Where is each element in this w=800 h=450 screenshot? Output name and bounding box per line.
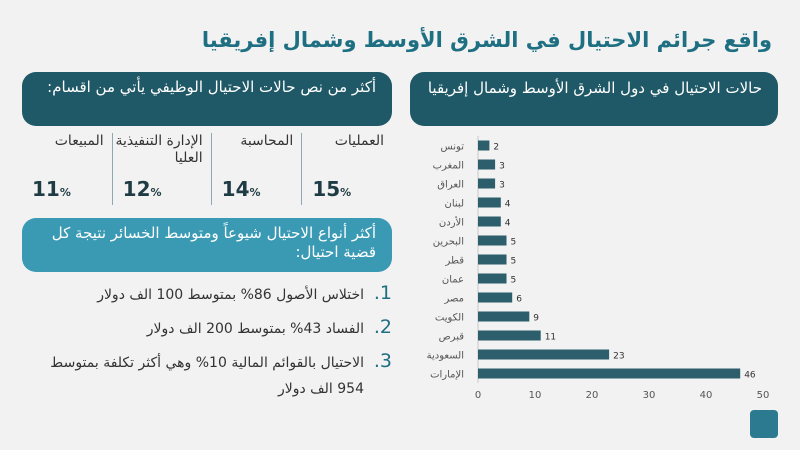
fraud-types-heading: أكثر أنواع الاحتيال شيوعاً ومتوسط الخسائ… [22, 218, 392, 272]
page-title: واقع جرائم الاحتيال في الشرق الأوسط وشما… [201, 28, 772, 52]
department-percent: 14% [221, 177, 261, 201]
bar [478, 292, 513, 303]
category-label: لبنان [445, 199, 464, 210]
category-label: المغرب [433, 161, 464, 172]
x-tick-label: 30 [643, 390, 656, 401]
department-sales: المبيعات 11% [22, 133, 112, 205]
value-label: 4 [505, 219, 511, 229]
category-label: قطر [444, 256, 464, 267]
bar [478, 235, 507, 246]
value-label: 5 [511, 238, 517, 248]
bar [478, 140, 490, 151]
bar [478, 178, 496, 189]
department-percent: 15% [312, 177, 352, 201]
list-item: 3. الاحتيال بالقوائم المالية 10% وهي أكث… [30, 350, 392, 402]
bar [478, 349, 610, 360]
category-label: عمان [442, 275, 464, 286]
value-label: 3 [499, 162, 505, 172]
value-label: 5 [511, 257, 517, 267]
chart-heading: حالات الاحتيال في دول الشرق الأوسط وشمال… [410, 72, 778, 126]
category-label: مصر [443, 294, 464, 305]
x-tick-label: 10 [529, 390, 542, 401]
list-text: اختلاس الأصول 86% بمتوسط 100 الف دولار [97, 287, 364, 303]
department-percent: 12% [122, 177, 162, 201]
category-label: العراق [437, 180, 464, 191]
value-label: 5 [511, 276, 517, 286]
value-label: 4 [505, 200, 511, 210]
bar [478, 197, 501, 208]
department-label: المبيعات [54, 133, 104, 149]
department-label: الإدارة التنفيذية العليا [115, 133, 203, 166]
list-text: الفساد 43% بمتوسط 200 الف دولار [146, 321, 364, 337]
list-number: 1. [373, 282, 392, 304]
department-label: المحاسبة [240, 133, 294, 149]
fraud-types-list: 1. اختلاس الأصول 86% بمتوسط 100 الف دولا… [30, 282, 392, 410]
bar [478, 254, 507, 265]
department-accounting: المحاسبة 14% [210, 133, 302, 205]
value-label: 9 [533, 314, 539, 324]
departments-heading: أكثر من نص حالات الاحتيال الوظيفي يأتي م… [22, 72, 392, 126]
category-label: البحرين [433, 237, 464, 248]
category-label: الكويت [435, 313, 464, 324]
category-label: الأردن [439, 216, 464, 229]
x-tick-label: 20 [586, 390, 599, 401]
list-text: الاحتيال بالقوائم المالية 10% وهي أكثر ت… [50, 355, 364, 397]
bar [478, 159, 496, 170]
bar [478, 330, 541, 341]
value-label: 2 [493, 143, 499, 153]
list-number: 3. [373, 350, 392, 372]
value-label: 46 [744, 371, 756, 381]
list-number: 2. [373, 316, 392, 338]
list-item: 2. الفساد 43% بمتوسط 200 الف دولار [30, 316, 392, 342]
department-label: العمليات [334, 133, 384, 149]
bar [478, 273, 507, 284]
department-executive: الإدارة التنفيذية العليا 12% [111, 133, 211, 205]
bar [478, 216, 501, 227]
department-operations: العمليات 15% [301, 133, 392, 205]
chart-svg: تونس 2 المغرب 3 العراق 3 لبنان 4 الأردن 4 البحرين 5… [427, 136, 770, 401]
corner-decoration [750, 410, 778, 438]
category-label: الإمارات [430, 370, 464, 381]
category-label: تونس [441, 142, 465, 153]
value-label: 3 [499, 181, 505, 191]
departments-row: العمليات 15% المحاسبة 14% الإدارة التنفي… [22, 133, 392, 205]
fraud-cases-chart: تونس 2 المغرب 3 العراق 3 لبنان 4 الأردن 4 البحرين 5… [410, 130, 780, 410]
value-label: 11 [545, 333, 556, 343]
category-label: السعودية [427, 351, 464, 362]
x-tick-label: 50 [757, 390, 770, 401]
bar [478, 368, 741, 379]
x-tick-label: 40 [700, 390, 713, 401]
bar [478, 311, 530, 322]
value-label: 23 [613, 352, 624, 362]
list-item: 1. اختلاس الأصول 86% بمتوسط 100 الف دولا… [30, 282, 392, 308]
category-label: قبرص [439, 332, 465, 343]
department-percent: 11% [31, 177, 71, 201]
x-tick-label: 0 [475, 390, 481, 401]
value-label: 6 [516, 295, 522, 305]
